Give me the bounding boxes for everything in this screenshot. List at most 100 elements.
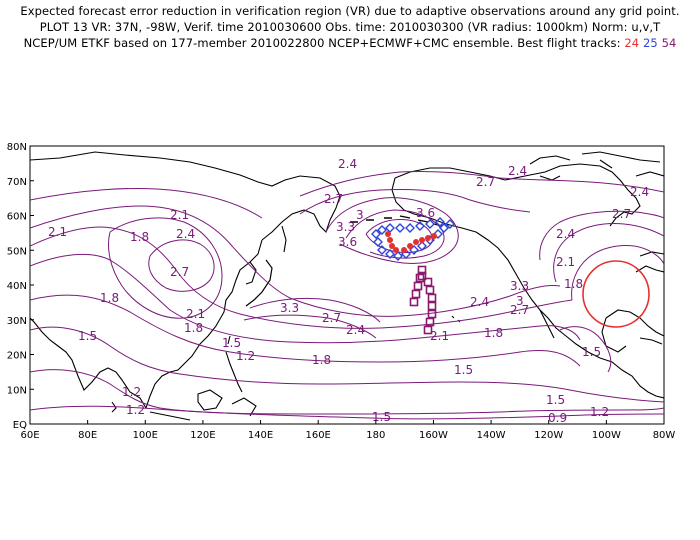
track-25-marker bbox=[373, 237, 383, 247]
contour-label: 1.5 bbox=[582, 345, 601, 359]
track-24-marker bbox=[401, 247, 407, 253]
track-24-marker bbox=[385, 231, 391, 237]
flight-track-24 bbox=[385, 231, 437, 253]
track-25-marker bbox=[371, 229, 381, 239]
figure-title-line1: Expected forecast error reduction in ver… bbox=[20, 4, 680, 18]
track-54-marker bbox=[427, 293, 437, 303]
contour-label: 2.7 bbox=[612, 207, 631, 221]
map-frame bbox=[29, 145, 665, 425]
contour-label: 2.4 bbox=[470, 295, 489, 309]
contour-value-labels: 2.4 2.4 2.4 2.4 2.4 2.4 2.4 2.7 2.7 2.7 … bbox=[48, 157, 649, 425]
contour-label: 0.9 bbox=[548, 411, 567, 425]
contour-label: 2.7 bbox=[476, 175, 495, 189]
contour-label: 2.1 bbox=[186, 307, 205, 321]
track-54-marker bbox=[415, 273, 425, 283]
longitude-tick-label: 120E bbox=[190, 430, 215, 441]
contour-label: 1.5 bbox=[78, 329, 97, 343]
latitude-tick-label: 40N bbox=[7, 281, 27, 292]
track-25-marker bbox=[415, 221, 425, 231]
track-25-marker bbox=[395, 223, 405, 233]
longitude-tick-label: 120W bbox=[534, 430, 563, 441]
track-24-label: 24 bbox=[624, 36, 640, 50]
track-54-marker bbox=[417, 265, 427, 275]
latitude-tick-label: 80N bbox=[7, 142, 27, 153]
longitude-tick-label: 160W bbox=[419, 430, 448, 441]
track-25-marker bbox=[385, 249, 395, 259]
track-25-label: 25 bbox=[642, 36, 658, 50]
contour-label: 1.8 bbox=[484, 326, 503, 340]
longitude-tick-label: 160E bbox=[305, 430, 330, 441]
contour-label: 3.6 bbox=[338, 235, 357, 249]
contour-label: 3.3 bbox=[510, 279, 529, 293]
track-24-marker bbox=[425, 235, 431, 241]
track-24-marker bbox=[393, 247, 399, 253]
contour-label: 2.4 bbox=[338, 157, 357, 171]
track-54-marker bbox=[423, 277, 433, 287]
contour-label: 2.4 bbox=[630, 185, 649, 199]
longitude-axis: 60E 80E 100E 120E 140E 160E 180 160W 140W 120W 100… bbox=[20, 420, 675, 441]
flight-track-54 bbox=[409, 265, 437, 335]
contour-label: 1.8 bbox=[564, 277, 583, 291]
longitude-tick-label: 100W bbox=[592, 430, 621, 441]
contour-label: 3.6 bbox=[416, 206, 435, 220]
track-54-marker bbox=[413, 281, 423, 291]
latitude-tick-label: EQ bbox=[13, 420, 27, 431]
contour-label: 1.2 bbox=[590, 405, 609, 419]
track-25-marker bbox=[377, 225, 387, 235]
track-24-marker bbox=[407, 243, 413, 249]
longitude-tick-label: 80W bbox=[653, 430, 676, 441]
flight-track-25 bbox=[371, 217, 455, 261]
track-24-marker bbox=[413, 239, 419, 245]
contour-label: 2.7 bbox=[170, 265, 189, 279]
latitude-tick-label: 30N bbox=[7, 316, 27, 327]
latitude-tick-label: 50N bbox=[7, 246, 27, 257]
track-25-marker bbox=[425, 219, 435, 229]
track-25-marker bbox=[445, 219, 455, 229]
contour-label: 2.4 bbox=[556, 227, 575, 241]
contour-label: 1.5 bbox=[222, 336, 241, 350]
track-54-marker bbox=[425, 285, 435, 295]
longitude-tick-label: 140W bbox=[477, 430, 506, 441]
contour-label: 1.5 bbox=[546, 393, 565, 407]
track-25-marker bbox=[433, 229, 443, 239]
contour-label: 1.8 bbox=[130, 230, 149, 244]
track-54-label: 54 bbox=[661, 36, 677, 50]
track-54-marker bbox=[427, 309, 437, 319]
figure-title-line2: PLOT 13 VR: 37N, -98W, Verif. time 20100… bbox=[39, 20, 661, 34]
contour-label: 2.7 bbox=[322, 311, 341, 325]
contour-label: 2.1 bbox=[556, 255, 575, 269]
longitude-tick-label: 180 bbox=[366, 430, 385, 441]
contour-label: 2.1 bbox=[170, 208, 189, 222]
contour-label: 3.3 bbox=[280, 301, 299, 315]
contour-label: 1.8 bbox=[184, 321, 203, 335]
contour-label: 2.4 bbox=[176, 227, 195, 241]
contour-label: 3.3 bbox=[336, 220, 355, 234]
contour-label: 1.8 bbox=[312, 353, 331, 367]
latitude-tick-label: 70N bbox=[7, 177, 27, 188]
longitude-tick-label: 80E bbox=[78, 430, 97, 441]
contour-label: 1.8 bbox=[100, 291, 119, 305]
latitude-tick-label: 10N bbox=[7, 385, 27, 396]
contour-label: 3 bbox=[516, 294, 524, 308]
contour-label: 1.2 bbox=[122, 385, 141, 399]
longitude-tick-label: 100E bbox=[133, 430, 158, 441]
contour-label: 1.2 bbox=[236, 349, 255, 363]
track-legend-text: NCEP/UM ETKF based on 177-member 2010022… bbox=[23, 36, 621, 50]
contour-label: 2.4 bbox=[346, 323, 365, 337]
track-24-marker bbox=[419, 237, 425, 243]
contour-label: 1.2 bbox=[126, 403, 145, 417]
track-24-marker bbox=[387, 237, 393, 243]
contour-label: 2.1 bbox=[48, 225, 67, 239]
track-24-marker bbox=[389, 243, 395, 249]
track-25-marker bbox=[405, 223, 415, 233]
latitude-tick-label: 20N bbox=[7, 351, 27, 362]
track-54-marker bbox=[425, 317, 435, 327]
contour-label: 1.5 bbox=[372, 410, 391, 424]
track-54-marker bbox=[417, 271, 427, 281]
track-54-marker bbox=[411, 289, 421, 299]
contour-label: 2.1 bbox=[430, 329, 449, 343]
track-54-marker bbox=[423, 325, 433, 335]
track-25-marker bbox=[439, 223, 449, 233]
contour-label: 2.7 bbox=[324, 192, 343, 206]
